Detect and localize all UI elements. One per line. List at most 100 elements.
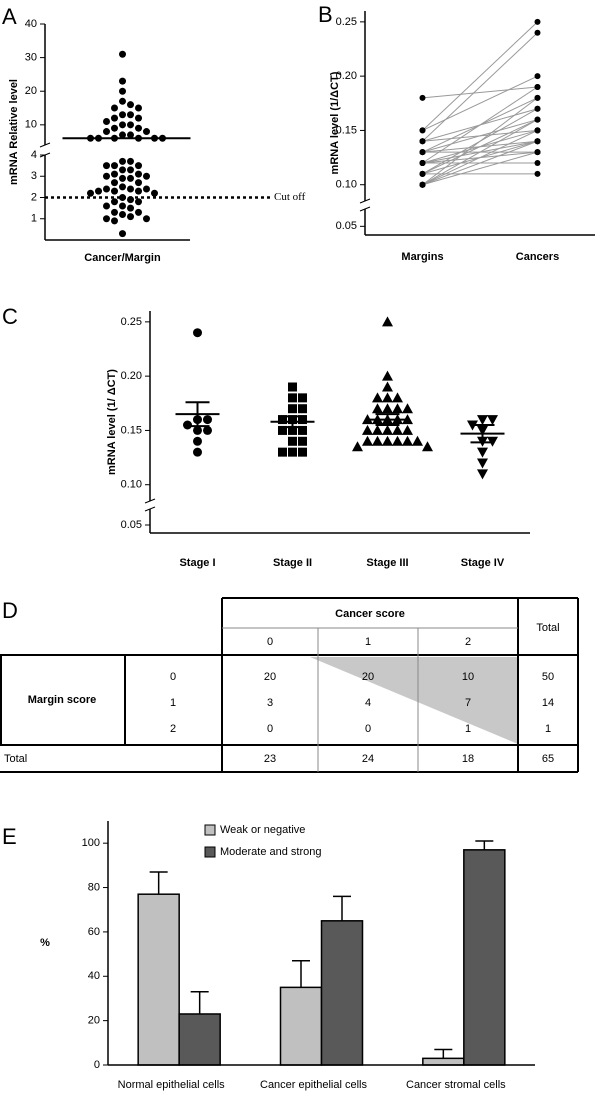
data-point	[362, 435, 373, 446]
data-point	[288, 447, 297, 457]
table-cell: 0	[267, 723, 273, 735]
data-point	[193, 436, 202, 446]
data-point	[298, 415, 307, 425]
totals-cell: 18	[462, 753, 474, 765]
data-point	[135, 104, 142, 112]
data-point	[127, 101, 134, 109]
table-cell: 0	[365, 723, 371, 735]
data-point	[127, 204, 134, 212]
pair-line	[422, 151, 538, 186]
cutoff-label: Cut off	[274, 191, 306, 203]
data-point	[534, 73, 541, 80]
y-tick-label: 0.05	[336, 220, 357, 232]
bar	[137, 893, 180, 1066]
data-point	[135, 114, 142, 122]
data-point	[392, 424, 403, 435]
data-point	[412, 435, 423, 446]
y-tick-label: 20	[25, 85, 37, 97]
x-tick-label: Stage II	[273, 557, 312, 569]
y-tick-label: 30	[25, 52, 37, 64]
data-point	[288, 436, 297, 446]
data-point	[298, 425, 307, 435]
data-point	[372, 435, 383, 446]
data-point	[119, 121, 126, 129]
data-point	[127, 196, 134, 204]
y-tick-label: 1	[31, 213, 37, 225]
table-cell: 3	[267, 697, 273, 709]
table-cell: 7	[465, 697, 471, 709]
data-point	[119, 194, 126, 201]
x-tick-label: Cancer stromal cells	[406, 1079, 506, 1091]
data-point	[382, 403, 393, 414]
x-tick-label: Normal epithelial cells	[118, 1079, 225, 1091]
axis-break	[39, 142, 51, 148]
data-point	[111, 217, 118, 225]
y-tick-label: 0.25	[121, 316, 142, 328]
data-point	[135, 187, 142, 195]
data-point	[298, 404, 307, 414]
y-tick-label: 0	[94, 1059, 100, 1071]
y-axis-label: mRNA level (1/ ΔCT)	[106, 369, 118, 475]
x-tick-label: Stage IV	[461, 557, 505, 569]
data-point	[87, 189, 94, 197]
pair-line	[422, 75, 538, 131]
axis-break	[144, 498, 156, 504]
data-point	[103, 202, 110, 210]
data-point	[127, 121, 134, 129]
data-point	[119, 50, 126, 58]
y-tick-label: 2	[31, 191, 37, 203]
y-tick-label: 60	[88, 926, 100, 938]
data-point	[143, 172, 150, 180]
data-point	[419, 94, 426, 101]
x-tick-label: Cancer epithelial cells	[260, 1079, 367, 1091]
pair-line	[422, 119, 538, 153]
y-tick-label: 0.15	[336, 124, 357, 136]
axis-break	[144, 506, 156, 512]
data-point	[127, 157, 134, 165]
total-header: Total	[536, 622, 559, 634]
y-tick-label: 0.05	[121, 519, 142, 531]
panel-label: A	[2, 4, 17, 29]
column-label: 0	[267, 636, 273, 648]
data-point	[352, 441, 363, 452]
data-point	[143, 215, 150, 223]
data-point	[402, 403, 413, 414]
data-point	[534, 116, 541, 123]
data-point	[111, 170, 118, 178]
data-point	[119, 174, 126, 182]
data-point	[392, 403, 403, 414]
data-point	[127, 166, 134, 174]
data-point	[127, 131, 134, 139]
y-tick-label: 100	[82, 837, 100, 849]
legend-swatch	[204, 824, 216, 836]
data-point	[422, 441, 433, 452]
y-tick-label: 10	[25, 119, 37, 131]
pair-line	[422, 97, 538, 186]
data-point	[382, 381, 393, 392]
row-total: 1	[545, 723, 551, 735]
data-point	[534, 94, 541, 101]
panel-label: B	[318, 2, 333, 27]
data-point	[119, 131, 126, 139]
data-point	[477, 458, 488, 469]
data-point	[111, 104, 118, 112]
pair-line	[422, 32, 538, 142]
row-label: 0	[170, 671, 176, 683]
y-axis-label: %	[40, 937, 50, 949]
data-point	[382, 370, 393, 381]
y-tick-label: 4	[31, 149, 37, 161]
row-label: 2	[170, 723, 176, 735]
table-cell: 1	[465, 723, 471, 735]
data-point	[127, 185, 134, 193]
x-tick-label: Margins	[401, 251, 443, 263]
panel-label: D	[2, 598, 18, 623]
data-point	[193, 447, 202, 457]
data-point	[103, 128, 110, 136]
axis-break	[359, 206, 371, 212]
legend-label: Moderate and strong	[220, 846, 322, 858]
data-point	[143, 128, 150, 136]
bar	[422, 1057, 465, 1066]
data-point	[135, 124, 142, 132]
row-total: 14	[542, 697, 554, 709]
data-point	[111, 198, 118, 206]
